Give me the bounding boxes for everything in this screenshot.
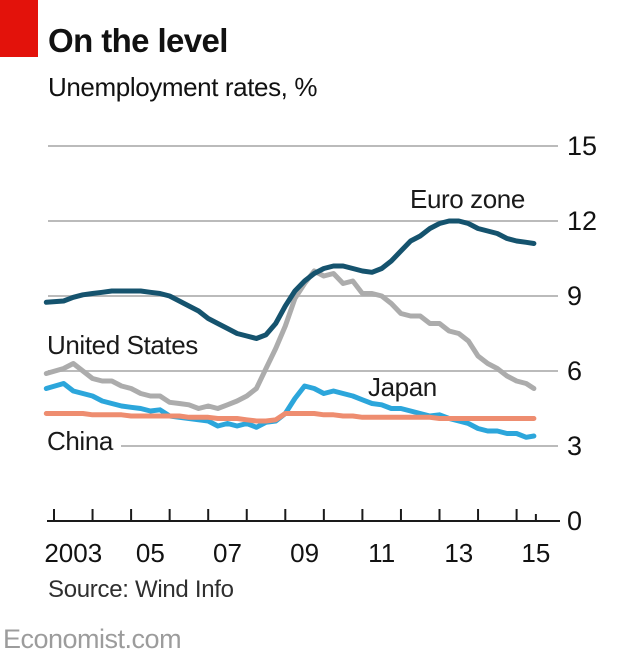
x-axis-label: 07: [213, 538, 242, 568]
x-axis-label: 11: [368, 538, 395, 568]
y-axis-label: 12: [567, 206, 597, 236]
series-line-united-states: [43, 268, 537, 411]
series-label-china: China: [47, 426, 121, 457]
series-label-united-states: United States: [47, 330, 198, 360]
series-label-euro-zone: Euro zone: [410, 184, 525, 214]
y-axis-label: 9: [567, 281, 582, 311]
chart-title: On the level: [48, 22, 228, 59]
series-line-euro-zone: [43, 218, 537, 341]
x-axis-label: 09: [290, 538, 319, 568]
source-note: Source: Wind Info: [48, 576, 234, 603]
x-axis-label: 05: [136, 538, 165, 568]
chart-subtitle: Unemployment rates, %: [48, 72, 318, 102]
economist-red-tab: [0, 0, 38, 57]
x-axis-label: 15: [521, 538, 550, 568]
economist-footer: Economist.com: [3, 624, 182, 654]
x-axis-label: 2003: [44, 538, 102, 568]
y-axis-label: 3: [567, 431, 582, 461]
series-line-china: [43, 411, 537, 424]
x-axis-label: 13: [444, 538, 473, 568]
y-axis-label: 15: [567, 131, 597, 161]
series-label-japan: Japan: [368, 372, 437, 402]
y-axis-label: 0: [567, 506, 582, 536]
y-axis-label: 6: [567, 356, 582, 386]
